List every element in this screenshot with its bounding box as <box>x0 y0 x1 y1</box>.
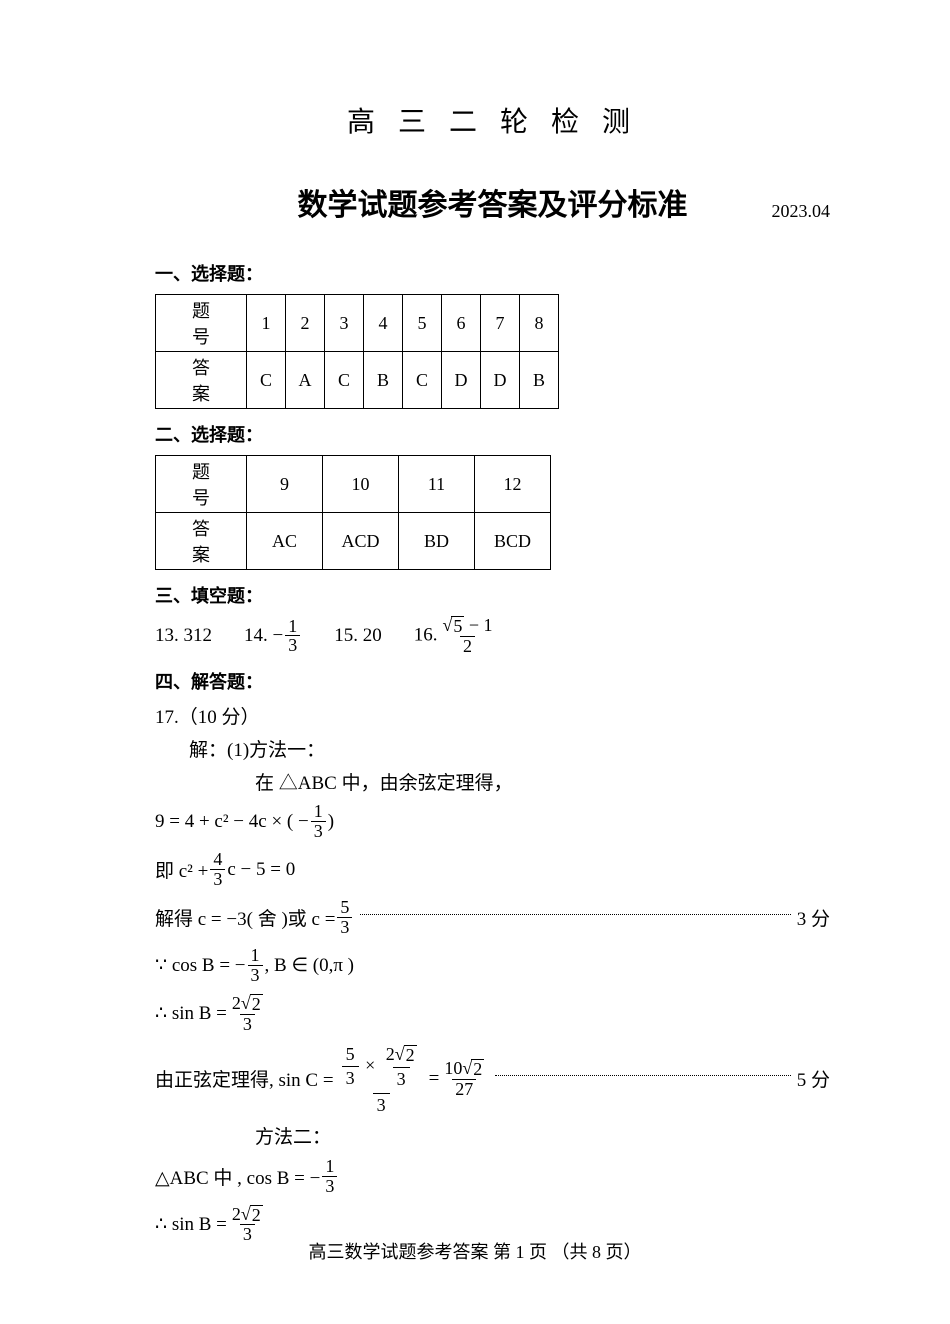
line3-frac: 43 <box>210 850 225 889</box>
cell: 12 <box>475 456 551 513</box>
fill-answers: 13. 312 14. −13 15. 20 16.5 − 12 <box>155 616 830 656</box>
line4-frac: 53 <box>337 898 352 937</box>
cell: D <box>442 352 481 409</box>
exam-title: 高 三 二 轮 检 测 <box>155 100 830 140</box>
section4-heading: 四、解答题： <box>155 668 830 694</box>
cell: C <box>325 352 364 409</box>
line6-frac: 22 3 <box>229 994 266 1034</box>
q17-line1: 在 △ABC 中，由余弦定理得， <box>255 768 830 795</box>
line4-pre: 解得 c = −3( 舍 )或 c = <box>155 904 335 931</box>
q14-label: 14. <box>244 624 268 645</box>
cell: 5 <box>403 295 442 352</box>
cell: ACD <box>323 513 399 570</box>
q17-line4: 解得 c = −3( 舍 )或 c = 53 3 分 <box>155 897 830 939</box>
line2-frac: 13 <box>311 802 326 841</box>
line2-post: ) <box>328 811 334 833</box>
cell: BD <box>399 513 475 570</box>
row-label: 答 案 <box>156 513 247 570</box>
score-3: 3 分 <box>797 904 830 931</box>
q13: 13. 312 <box>155 625 212 647</box>
table-section1: 题 号 1 2 3 4 5 6 7 8 答 案 C A C B C D D B <box>155 294 559 409</box>
q16-label: 16. <box>414 624 438 645</box>
q13-label: 13. <box>155 625 179 646</box>
line2-pre: 9 = 4 + c² − 4c × ( − <box>155 811 309 833</box>
q16-frac: 5 − 12 <box>439 616 495 656</box>
line3-pre: 即 c² + <box>155 856 208 883</box>
subtitle-row: 数学试题参考答案及评分标准 2023.04 <box>155 180 830 224</box>
line8-pre: △ABC 中 , cos B = − <box>155 1163 320 1190</box>
q17-line5: ∵ cos B = − 13 , B ∈ (0,π ) <box>155 945 830 987</box>
q17-method1: 解：(1)方法一： <box>189 735 830 762</box>
line5-pre: ∵ cos B = − <box>155 954 246 977</box>
q14: 14. −13 <box>244 617 302 656</box>
line9-pre: ∴ sin B = <box>155 1213 227 1236</box>
row-label: 题 号 <box>156 295 247 352</box>
cell: 7 <box>481 295 520 352</box>
q17-line3: 即 c² + 43 c − 5 = 0 <box>155 849 830 891</box>
table-row: 答 案 AC ACD BD BCD <box>156 513 551 570</box>
section3-heading: 三、填空题： <box>155 582 830 608</box>
dotted-leader <box>495 1075 791 1076</box>
section1-heading: 一、选择题： <box>155 260 830 286</box>
table-row: 答 案 C A C B C D D B <box>156 352 559 409</box>
q17-line2: 9 = 4 + c² − 4c × ( − 13 ) <box>155 801 830 843</box>
line7-bigfrac: 53 × 223 3 <box>336 1041 427 1117</box>
cell: A <box>286 352 325 409</box>
line7-result: 102 27 <box>441 1059 487 1099</box>
sqrt-icon: 2 <box>241 1205 263 1225</box>
table-section2: 题 号 9 10 11 12 答 案 AC ACD BD BCD <box>155 455 551 570</box>
page-footer: 高三数学试题参考答案 第 1 页 （共 8 页） <box>0 1238 950 1264</box>
line6-pre: ∴ sin B = <box>155 1002 227 1025</box>
score-5: 5 分 <box>797 1065 830 1092</box>
cell: 3 <box>325 295 364 352</box>
row-label: 答 案 <box>156 352 247 409</box>
table-row: 题 号 1 2 3 4 5 6 7 8 <box>156 295 559 352</box>
q17-line8: △ABC 中 , cos B = − 13 <box>155 1155 830 1197</box>
cell: BCD <box>475 513 551 570</box>
cell: 4 <box>364 295 403 352</box>
sqrt-icon: 2 <box>462 1059 484 1079</box>
line3-post: c − 5 = 0 <box>227 859 295 881</box>
line5-post: , B ∈ (0,π ) <box>265 954 354 977</box>
cell: 6 <box>442 295 481 352</box>
line5-frac: 13 <box>248 946 263 985</box>
q15-label: 15. <box>334 625 358 646</box>
date: 2023.04 <box>772 201 831 222</box>
line7-eq: = <box>429 1068 440 1090</box>
q14-frac: 13 <box>285 617 300 656</box>
q14-prefix: − <box>273 624 284 645</box>
row-label: 题 号 <box>156 456 247 513</box>
q15-value: 20 <box>363 625 382 646</box>
q13-value: 312 <box>184 625 213 646</box>
cell: 2 <box>286 295 325 352</box>
q15: 15. 20 <box>334 625 382 647</box>
subtitle: 数学试题参考答案及评分标准 <box>155 180 830 224</box>
sqrt-icon: 2 <box>395 1045 417 1065</box>
cell: C <box>403 352 442 409</box>
line8-frac: 13 <box>322 1157 337 1196</box>
cell: B <box>364 352 403 409</box>
cell: 10 <box>323 456 399 513</box>
sqrt-icon: 2 <box>241 994 263 1014</box>
cell: D <box>481 352 520 409</box>
q17-method2: 方法二： <box>255 1122 830 1149</box>
cell: 11 <box>399 456 475 513</box>
dotted-leader <box>360 914 790 915</box>
q17-label: 17.（10 分） <box>155 702 830 729</box>
cell: B <box>520 352 559 409</box>
sqrt-icon: 5 <box>442 616 464 636</box>
cell: 8 <box>520 295 559 352</box>
q17-line7: 由正弦定理得, sin C = 53 × 223 3 = 102 27 5 分 <box>155 1041 830 1117</box>
q16: 16.5 − 12 <box>414 616 498 656</box>
q17-line6: ∴ sin B = 22 3 <box>155 993 830 1035</box>
section2-heading: 二、选择题： <box>155 421 830 447</box>
line7-pre: 由正弦定理得, sin C = <box>155 1065 334 1092</box>
table-row: 题 号 9 10 11 12 <box>156 456 551 513</box>
